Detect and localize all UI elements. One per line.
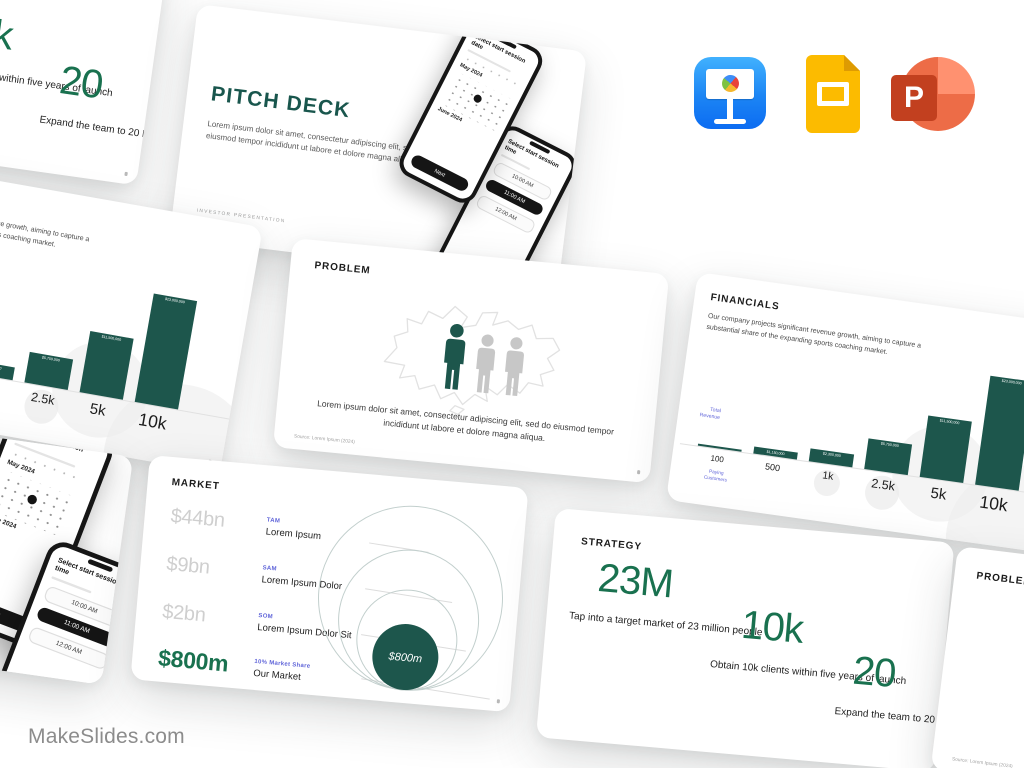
market-tag: SOM [258,613,274,621]
calendar-selected-date [26,493,39,506]
stat-caption: Expand the team to 20 FTEs & Staff membe… [38,114,168,153]
google-slides-frame [817,82,849,106]
slide-strategy-partial: STRATEGY 23M Tap into a target market of… [0,0,169,186]
source-note: Source: Lorem Ipsum (2024) [293,434,356,445]
stat-value: 10k [0,6,16,59]
stat-value: 20 [851,648,898,697]
x-axis-label: Paying Customers [703,469,728,484]
bar-100 [697,443,742,452]
slide-title: PITCH DECK [209,82,352,123]
bar-1k: $2,300,000 [0,359,15,381]
x-tick: 1k [821,469,835,483]
bar-2-5k: $5,750,000 [864,438,913,476]
keynote-icon[interactable] [694,57,766,129]
slide-title: STRATEGY [580,536,643,553]
bar-10k: $23,000,000 [975,375,1024,491]
x-tick: 5k [88,400,107,420]
our-market-bubble [372,624,439,691]
tam-sam-som-circles: $800m [318,505,504,691]
calendar-grid [440,71,513,132]
stat-value: 20 [56,58,106,108]
slide-title: PROBLEM [313,260,372,277]
x-tick: 10k [978,491,1010,516]
person-icon [444,323,466,390]
keynote-stand [727,99,733,120]
market-tag: SAM [262,565,278,573]
google-slides-fold [844,55,860,71]
slide-strategy: STRATEGY 23M Tap into a target market of… [535,508,955,768]
person-icon [505,337,524,397]
x-tick: 100 [709,453,725,465]
powerpoint-letter: P [903,81,924,114]
market-value: $2bn [161,600,207,627]
page-number-mark [124,171,128,177]
y-axis-label: Total Revenue [699,407,722,421]
page-number-mark [496,699,501,704]
revenue-bar-chart: Total Revenue Paying Customers $1,150,00… [0,241,263,474]
map-outline [383,305,561,416]
bubble-label: $800m [387,650,423,665]
stat-value: 10k [739,602,805,652]
calendar-selected-date [472,93,484,104]
slide-title: FINANCIALS [709,292,781,313]
slide-title: MARKET [171,477,221,493]
next-button: Next [409,153,471,193]
powerpoint-icon[interactable]: P [891,54,975,136]
x-tick: 500 [764,461,781,474]
source-note: Source: Lorem Ipsum (2024) [951,757,1013,768]
market-value: $800m [157,644,230,677]
slide-financials: FINANCIALS Our company projects signific… [665,272,1024,556]
slide-title: PROBLEM [975,570,1024,589]
brand-logo[interactable]: MakeSlides.com [28,725,185,748]
page-number-mark [636,470,641,475]
market-value: $44bn [169,505,226,532]
bar-1k: $2,300,000 [808,448,855,468]
market-tag: TAM [266,517,281,525]
label-chip [0,379,2,411]
market-value: $9bn [165,552,211,579]
google-slides-icon[interactable] [806,55,860,133]
revenue-bar-chart: Total Revenue Paying Customers $1,150,00… [679,333,1024,556]
slide-subtitle: Our company projects significant revenue… [0,199,90,249]
slide-market: MARKET $44bn TAM Lorem Ipsum $9bn SAM Lo… [130,455,529,713]
stat-value: 23M [596,556,675,607]
bar-500: $1,150,000 [753,446,798,460]
person-icon [476,334,496,394]
bar-5k: $11,500,000 [919,415,972,483]
x-tick: 5k [929,484,948,504]
keynote-base [714,119,746,124]
slide-problem: PROBLEM Lorem ipsum dolor sit amet, cons… [272,238,670,484]
powerpoint-letter-tile: P [891,75,937,121]
